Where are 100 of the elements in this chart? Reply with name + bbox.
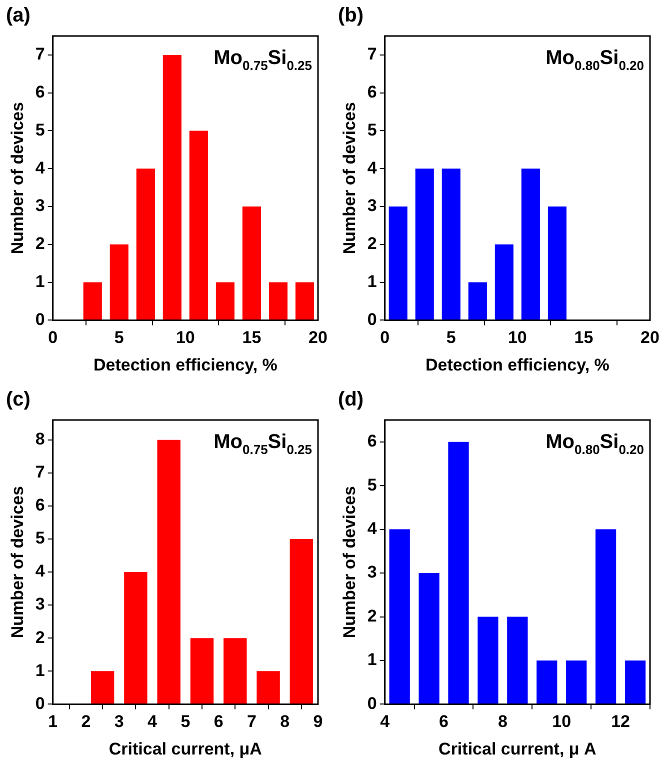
y-tick-label: 6 <box>35 496 45 515</box>
chart-title: (b) <box>338 4 364 27</box>
x-tick-label: 4 <box>380 712 390 732</box>
x-tick-label: 15 <box>242 328 262 348</box>
y-tick-label: 4 <box>35 158 46 178</box>
x-tick-label: 8 <box>280 712 290 732</box>
bar <box>415 168 434 320</box>
x-tick-label: 0 <box>380 328 390 348</box>
x-tick-label: 2 <box>81 712 91 732</box>
y-tick-label: 5 <box>367 120 377 140</box>
y-tick-label: 5 <box>367 475 377 494</box>
x-axis-title: Critical current, μ A <box>438 739 596 758</box>
x-tick-label: 12 <box>611 712 630 732</box>
bar <box>507 616 528 704</box>
bar <box>110 244 128 320</box>
x-tick-label: 5 <box>114 328 124 348</box>
y-tick-label: 2 <box>367 606 377 626</box>
y-tick-label: 3 <box>35 196 45 216</box>
bar <box>189 130 208 320</box>
y-tick-label: 4 <box>367 158 378 178</box>
y-tick-label: 6 <box>367 432 377 451</box>
y-axis-title: Number of devices <box>340 486 359 638</box>
bar <box>256 671 280 704</box>
bar <box>388 206 408 320</box>
bar <box>624 660 646 704</box>
chart-title: (d) <box>338 388 364 411</box>
bar <box>136 168 155 320</box>
x-tick-label: 10 <box>176 328 195 348</box>
y-tick-label: 0 <box>35 310 45 329</box>
y-tick-label: 1 <box>367 272 377 291</box>
x-tick-label: 8 <box>498 712 508 732</box>
x-axis-title: Critical current, μA <box>108 739 262 758</box>
x-axis-title: Detection efficiency, % <box>425 355 610 374</box>
bar <box>268 282 288 320</box>
bar <box>83 282 102 320</box>
x-tick-label: 1 <box>48 712 58 732</box>
bar <box>448 442 469 704</box>
bar <box>389 529 410 704</box>
y-axis-title: Number of devices <box>340 102 359 254</box>
y-tick-label: 6 <box>35 82 45 102</box>
y-tick-label: 1 <box>367 650 377 670</box>
bar <box>566 660 587 704</box>
y-tick-label: 1 <box>35 272 45 291</box>
bar <box>295 282 314 320</box>
bar <box>190 638 214 704</box>
chart-title: (c) <box>6 388 30 411</box>
bar <box>418 573 440 704</box>
x-tick-label: 5 <box>446 328 456 348</box>
y-tick-label: 0 <box>35 694 45 713</box>
x-tick-label: 4 <box>148 712 158 732</box>
bar <box>521 168 540 320</box>
x-tick-label: 6 <box>214 712 224 732</box>
x-tick-label: 10 <box>508 328 527 348</box>
y-tick-label: 2 <box>367 234 377 254</box>
x-tick-label: 20 <box>640 328 660 348</box>
y-tick-label: 3 <box>367 562 377 582</box>
bar <box>442 168 460 320</box>
x-tick-label: 7 <box>246 712 256 732</box>
x-tick-label: 0 <box>48 328 58 348</box>
bar <box>242 206 261 320</box>
x-axis-title: Detection efficiency, % <box>93 355 278 374</box>
y-tick-label: 5 <box>35 528 45 548</box>
x-tick-label: 15 <box>574 328 594 348</box>
y-tick-label: 3 <box>35 594 45 614</box>
x-tick-label: 20 <box>308 328 328 348</box>
x-tick-label: 6 <box>439 712 449 732</box>
y-tick-label: 4 <box>35 562 46 581</box>
y-axis-title: Number of devices <box>8 102 27 254</box>
y-tick-label: 0 <box>367 310 377 329</box>
y-tick-label: 5 <box>35 120 45 140</box>
y-tick-label: 6 <box>367 82 377 102</box>
bar <box>596 529 616 704</box>
bar <box>536 660 558 704</box>
y-tick-label: 3 <box>367 196 377 216</box>
y-tick-label: 0 <box>367 694 377 713</box>
y-tick-label: 1 <box>35 660 45 680</box>
y-tick-label: 7 <box>367 44 377 64</box>
bar <box>548 206 566 320</box>
x-tick-label: 5 <box>180 712 190 732</box>
y-tick-label: 8 <box>35 430 45 449</box>
x-tick-label: 10 <box>552 712 572 732</box>
bar <box>124 572 148 704</box>
y-tick-label: 2 <box>35 628 45 647</box>
bar <box>90 671 114 704</box>
bar <box>478 616 498 704</box>
chart-title: (a) <box>6 4 30 27</box>
bar <box>290 538 314 704</box>
y-axis-title: Number of devices <box>8 486 27 638</box>
y-tick-label: 7 <box>35 462 45 482</box>
bar <box>224 638 247 704</box>
x-tick-label: 9 <box>313 712 323 732</box>
bar <box>494 244 514 320</box>
x-tick-label: 3 <box>114 712 124 732</box>
y-tick-label: 2 <box>35 234 45 254</box>
bar <box>468 282 487 320</box>
y-tick-label: 4 <box>367 518 378 538</box>
y-tick-label: 7 <box>35 44 45 64</box>
bar <box>157 440 180 704</box>
bar <box>216 282 234 320</box>
bar <box>162 54 182 320</box>
